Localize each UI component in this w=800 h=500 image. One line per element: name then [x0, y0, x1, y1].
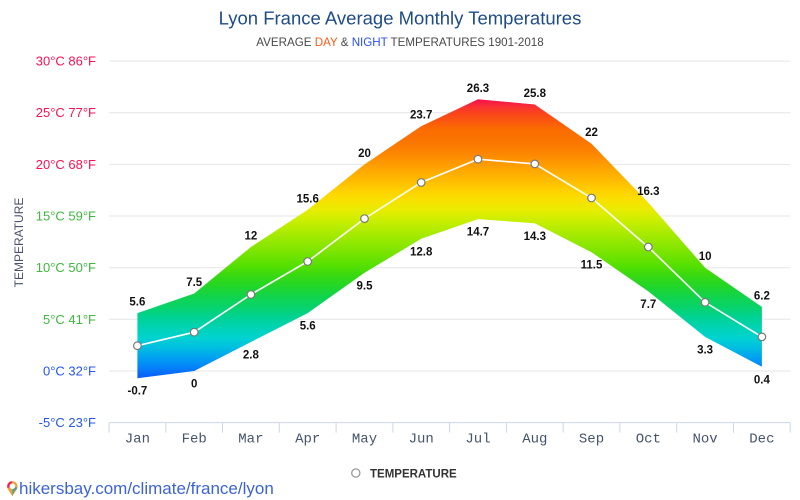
svg-text:26.3: 26.3 — [467, 83, 489, 95]
svg-text:6.2: 6.2 — [754, 290, 770, 302]
svg-text:Oct: Oct — [636, 432, 661, 448]
svg-text:3.3: 3.3 — [697, 344, 713, 356]
svg-text:-0.7: -0.7 — [127, 386, 147, 398]
svg-text:0: 0 — [191, 379, 197, 391]
svg-text:9.5: 9.5 — [357, 280, 374, 292]
svg-text:TEMPERATURE: TEMPERATURE — [12, 198, 26, 288]
svg-text:Apr: Apr — [295, 432, 320, 448]
svg-text:2.8: 2.8 — [243, 350, 260, 362]
svg-text:-5°C 23°F: -5°C 23°F — [39, 415, 96, 430]
svg-text:14.3: 14.3 — [524, 231, 546, 243]
svg-text:5.6: 5.6 — [300, 321, 316, 333]
svg-text:Lyon France Average Monthly Te: Lyon France Average Monthly Temperatures — [219, 7, 582, 28]
svg-text:Jul: Jul — [465, 432, 490, 448]
svg-text:Jan: Jan — [125, 432, 150, 448]
svg-text:14.7: 14.7 — [467, 227, 489, 239]
svg-text:16.3: 16.3 — [637, 186, 659, 198]
svg-text:Jun: Jun — [409, 432, 434, 448]
svg-text:25°C 77°F: 25°C 77°F — [36, 105, 96, 120]
svg-text:Feb: Feb — [182, 432, 207, 448]
svg-text:Aug: Aug — [522, 432, 547, 448]
svg-text:Nov: Nov — [692, 432, 717, 448]
svg-text:12: 12 — [245, 231, 258, 243]
svg-text:hikersbay.com/climate/france/l: hikersbay.com/climate/france/lyon — [19, 479, 274, 498]
svg-text:0°C 32°F: 0°C 32°F — [43, 364, 96, 379]
svg-text:7.5: 7.5 — [186, 277, 203, 289]
svg-text:23.7: 23.7 — [410, 110, 432, 122]
svg-text:May: May — [352, 432, 377, 448]
svg-text:AVERAGE DAY & NIGHT TEMPERATUR: AVERAGE DAY & NIGHT TEMPERATURES 1901-20… — [256, 36, 543, 49]
svg-text:Mar: Mar — [238, 432, 263, 448]
svg-text:15°C 59°F: 15°C 59°F — [36, 209, 96, 224]
svg-text:0.4: 0.4 — [754, 374, 771, 386]
svg-text:5.6: 5.6 — [129, 297, 145, 309]
svg-text:Sep: Sep — [579, 432, 604, 448]
svg-text:20°C 68°F: 20°C 68°F — [36, 157, 96, 172]
svg-text:12.8: 12.8 — [410, 246, 433, 258]
svg-text:TEMPERATURE: TEMPERATURE — [370, 468, 457, 480]
svg-text:5°C 41°F: 5°C 41°F — [43, 312, 96, 327]
svg-text:7.7: 7.7 — [640, 299, 656, 311]
svg-text:Dec: Dec — [749, 432, 774, 448]
svg-text:15.6: 15.6 — [297, 193, 319, 205]
svg-text:22: 22 — [585, 127, 598, 139]
svg-text:10: 10 — [699, 251, 712, 263]
svg-text:30°C 86°F: 30°C 86°F — [36, 54, 96, 69]
svg-text:11.5: 11.5 — [581, 260, 603, 272]
svg-text:25.8: 25.8 — [524, 88, 547, 100]
svg-text:10°C 50°F: 10°C 50°F — [36, 260, 96, 275]
svg-text:20: 20 — [358, 148, 371, 160]
